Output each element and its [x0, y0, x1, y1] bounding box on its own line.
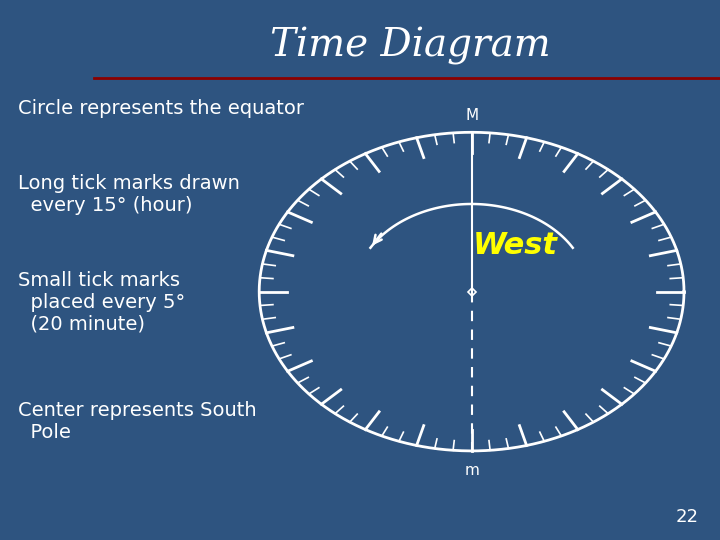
- Text: 22: 22: [675, 509, 698, 526]
- Text: Center represents South
  Pole: Center represents South Pole: [18, 401, 256, 442]
- Text: m: m: [464, 463, 479, 478]
- Text: Small tick marks
  placed every 5°
  (20 minute): Small tick marks placed every 5° (20 min…: [18, 271, 185, 334]
- Text: West: West: [472, 231, 557, 260]
- Text: Time Diagram: Time Diagram: [270, 27, 551, 65]
- Text: Circle represents the equator: Circle represents the equator: [18, 98, 304, 118]
- Text: M: M: [465, 107, 478, 123]
- Text: Long tick marks drawn
  every 15° (hour): Long tick marks drawn every 15° (hour): [18, 174, 240, 215]
